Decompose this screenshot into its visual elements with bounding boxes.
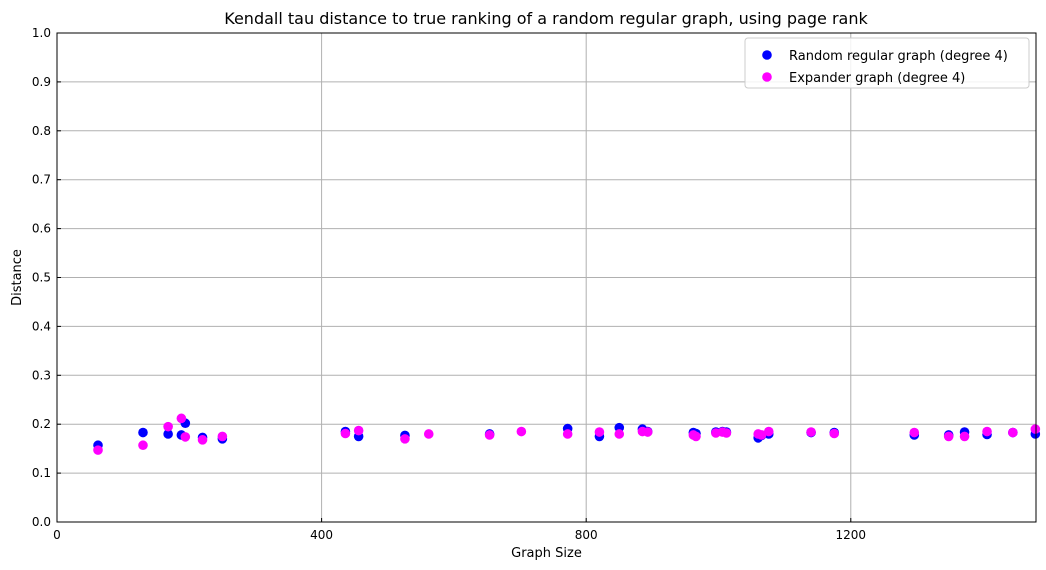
legend-marker [762,72,772,82]
data-point [176,413,187,424]
data-point [806,427,816,437]
x-tick-label: 1200 [836,528,867,542]
y-tick-label: 0.7 [32,173,51,187]
y-tick-label: 0.2 [32,417,51,431]
y-tick-label: 1.0 [32,26,51,40]
x-tick-label: 0 [53,528,61,542]
y-tick-label: 0.3 [32,368,51,382]
x-tick-label: 400 [310,528,333,542]
data-point [982,426,992,437]
y-axis-label: Distance [10,249,25,306]
data-point [484,430,495,440]
legend: Random regular graph (degree 4) Expander … [744,37,1030,89]
data-point [562,429,573,439]
data-point [163,429,173,439]
y-tick-label: 0.8 [32,124,51,138]
data-point [909,427,920,438]
data-point [642,427,653,437]
data-point [763,426,774,437]
data-point [197,435,208,445]
data-point [217,431,228,442]
data-point [180,432,191,442]
y-tick-label: 0.4 [32,319,51,333]
data-point [614,429,625,439]
data-point [353,425,364,436]
data-point [691,431,701,442]
data-point [721,428,732,438]
data-point [400,434,410,444]
x-axis-label: Graph Size [511,546,582,561]
data-point [1008,427,1018,438]
data-point [943,431,954,442]
data-point [340,428,351,439]
y-tick-label: 0.6 [32,222,51,236]
data-point [1030,424,1041,434]
data-point [829,428,840,439]
data-point [756,430,767,440]
data-point [423,429,434,439]
data-point [516,426,527,437]
data-point [959,431,970,442]
data-point [138,427,148,438]
plot-frame [56,32,1037,523]
chart-title: Kendall tau distance to true ranking of … [224,9,868,28]
data-point [163,421,173,432]
data-point [93,445,103,455]
legend-box [744,37,1030,89]
legend-entry-label: Random regular graph (degree 4) [789,49,1008,64]
data-point [594,427,605,437]
axis-ticks: 0 400 800 1200 0.0 0.1 0.2 0.3 0.4 0.5 0.6 0.7 0.8 0.… [32,26,866,542]
y-tick-label: 0.1 [32,466,51,480]
data-points [93,413,1041,455]
legend-marker [762,50,772,60]
y-tick-label: 0.0 [32,515,51,529]
data-point [138,440,148,451]
grid-lines [56,32,1036,523]
y-tick-label: 0.9 [32,75,51,89]
y-tick-label: 0.5 [32,271,51,285]
x-tick-label: 800 [575,528,598,542]
series-2-points [93,413,1041,455]
legend-entry-label: Expander graph (degree 4) [789,71,965,86]
